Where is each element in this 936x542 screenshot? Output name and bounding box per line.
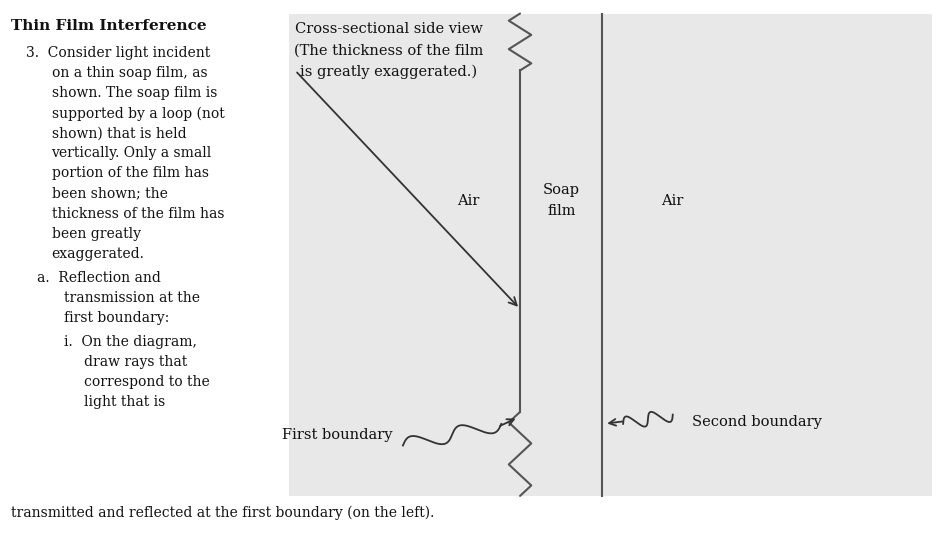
Text: shown. The soap film is: shown. The soap film is <box>51 86 216 100</box>
Text: First boundary: First boundary <box>282 428 392 442</box>
Text: supported by a loop (not: supported by a loop (not <box>51 106 224 121</box>
Text: (The thickness of the film: (The thickness of the film <box>294 43 483 57</box>
Text: been greatly: been greatly <box>51 227 140 241</box>
Text: draw rays that: draw rays that <box>84 355 187 369</box>
Text: on a thin soap film, as: on a thin soap film, as <box>51 66 207 80</box>
Text: exaggerated.: exaggerated. <box>51 247 144 261</box>
Text: i.  On the diagram,: i. On the diagram, <box>64 335 197 349</box>
Text: film: film <box>547 204 575 218</box>
Text: a.  Reflection and: a. Reflection and <box>37 271 161 285</box>
Text: light that is: light that is <box>84 395 166 409</box>
Bar <box>288 14 931 496</box>
Text: transmitted and reflected at the first boundary (on the left).: transmitted and reflected at the first b… <box>11 505 434 520</box>
Text: vertically. Only a small: vertically. Only a small <box>51 146 212 160</box>
Text: Air: Air <box>457 193 479 208</box>
Text: Thin Film Interference: Thin Film Interference <box>11 19 207 33</box>
Text: transmission at the: transmission at the <box>64 291 199 305</box>
Text: thickness of the film has: thickness of the film has <box>51 207 224 221</box>
Text: portion of the film has: portion of the film has <box>51 166 209 180</box>
Text: Second boundary: Second boundary <box>691 415 821 429</box>
Text: Soap: Soap <box>542 183 579 197</box>
Text: been shown; the: been shown; the <box>51 186 168 201</box>
Text: 3.  Consider light incident: 3. Consider light incident <box>26 46 211 60</box>
Text: Air: Air <box>661 193 683 208</box>
Text: first boundary:: first boundary: <box>64 311 168 325</box>
Text: shown) that is held: shown) that is held <box>51 126 186 140</box>
Text: Cross-sectional side view: Cross-sectional side view <box>295 22 482 36</box>
Text: is greatly exaggerated.): is greatly exaggerated.) <box>300 65 477 80</box>
Text: correspond to the: correspond to the <box>84 375 210 389</box>
